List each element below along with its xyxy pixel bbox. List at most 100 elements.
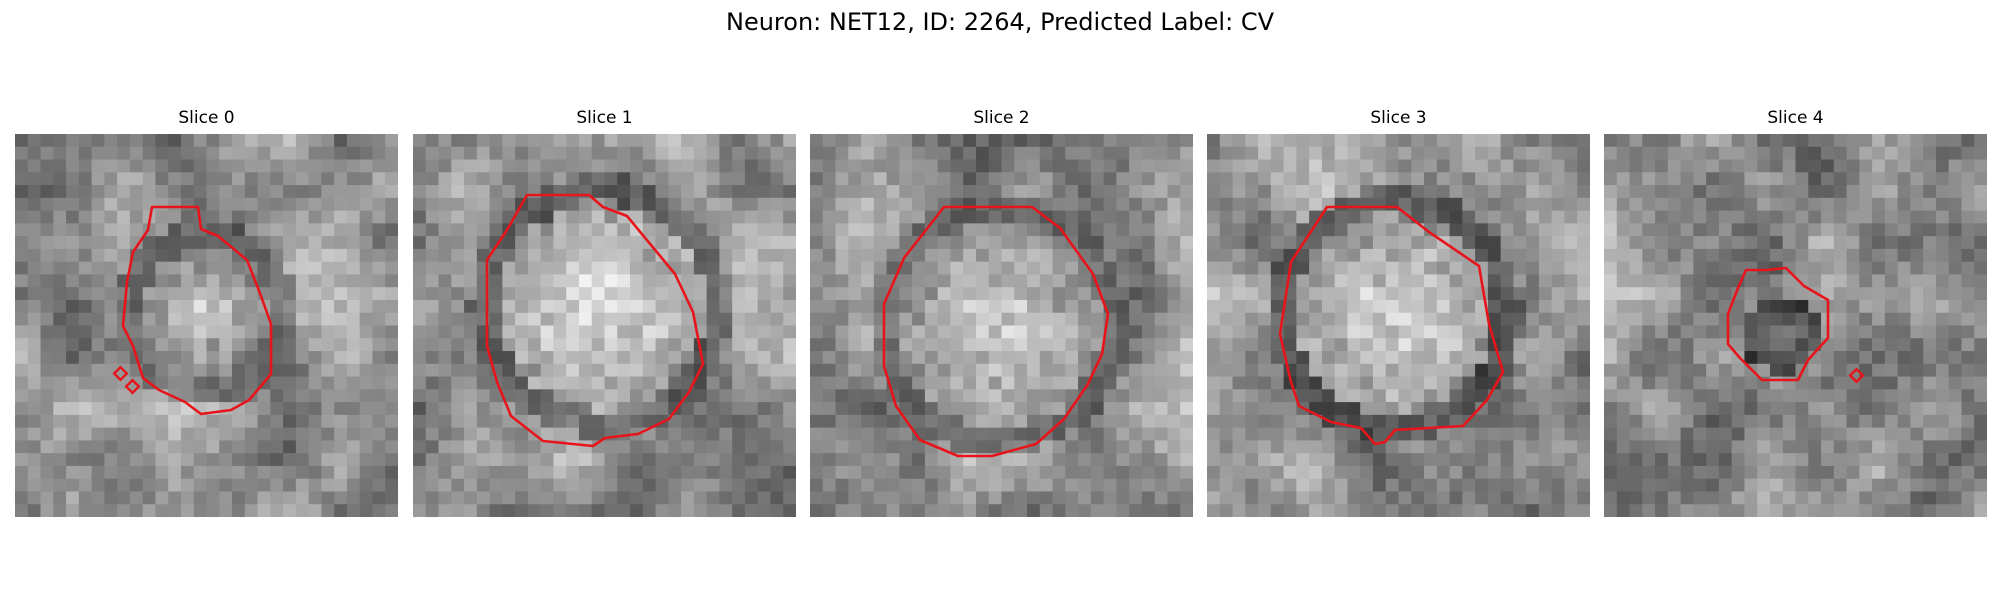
pixel-cell [1424,236,1438,250]
pixel-cell [1782,210,1797,224]
pixel-cell [1039,223,1054,237]
pixel-cell [1167,287,1181,301]
pixel-cell [372,185,386,199]
pixel-cell [937,491,952,505]
pixel-cell [617,351,631,365]
pixel-cell [464,389,478,403]
pixel-cell [1321,248,1336,263]
pixel-cell [476,402,491,416]
pixel-cell [1154,312,1169,327]
pixel-cell [308,351,322,365]
pixel-cell [604,287,618,301]
pixel-cell [527,338,542,352]
pixel-cell [1833,197,1848,212]
pixel-cell [438,274,452,288]
pixel-cell [1935,134,1950,148]
pixel-cell [1232,440,1246,454]
pixel-cell [566,172,580,186]
pixel-cell [1757,185,1771,199]
pixel-cell [1475,414,1489,429]
pixel-cell [975,210,990,224]
pixel-cell [706,389,720,403]
pixel-cell [283,210,297,224]
pixel-cell [1782,299,1797,314]
pixel-cell [1577,504,1590,517]
pixel-cell [1487,197,1502,212]
pixel-cell [1039,491,1054,505]
pixel-cell [783,172,796,186]
pixel-cell [1808,159,1822,173]
pixel-cell [193,248,208,263]
pixel-cell [372,274,386,288]
pixel-cell [1616,287,1631,301]
pixel-cell [502,351,516,365]
pixel-cell [950,389,964,403]
pixel-cell [1706,478,1720,493]
pixel-cell [1833,146,1848,161]
pixel-cell [372,414,386,429]
pixel-cell [193,185,208,199]
pixel-cell [1027,325,1041,339]
pixel-cell [1398,325,1412,339]
pixel-cell [655,185,669,199]
pixel-cell [1884,440,1899,454]
pixel-cell [706,299,720,314]
pixel-cell [78,465,93,480]
pixel-cell [372,478,386,493]
pixel-cell [1859,465,1873,480]
pixel-cell [91,491,105,505]
pixel-cell [1782,248,1797,263]
pixel-cell [1616,248,1631,263]
pixel-cell [15,453,29,467]
pixel-cell [1513,427,1527,441]
pixel-cell [835,185,849,199]
pixel-cell [1655,223,1669,237]
pixel-cell [1103,414,1117,429]
pixel-cell [1680,325,1694,339]
pixel-cell [1180,440,1193,454]
pixel-cell [1065,504,1079,517]
pixel-cell [1744,185,1758,199]
pixel-cell [1090,299,1105,314]
pixel-cell [1270,414,1285,429]
pixel-cell [1897,504,1911,517]
pixel-cell [1141,197,1156,212]
pixel-cell [413,299,427,314]
pixel-cell [346,185,361,199]
pixel-cell [464,236,478,250]
pixel-cell [1449,210,1463,224]
pixel-cell [1872,210,1886,224]
pixel-cell [1296,351,1310,365]
pixel-cell [1219,287,1234,301]
pixel-cell [1706,261,1720,276]
pixel-cell [1604,287,1618,301]
pixel-cell [53,491,67,505]
pixel-cell [1872,338,1886,352]
pixel-cell [630,210,644,224]
pixel-cell [425,453,440,467]
pixel-cell [668,325,682,339]
pixel-cell [308,146,322,161]
pixel-cell [1564,146,1578,161]
pixel-cell [770,236,784,250]
pixel-cell [1180,376,1193,390]
pixel-cell [1258,453,1272,467]
pixel-cell [489,465,503,480]
pixel-cell [1859,185,1873,199]
pixel-cell [1616,299,1631,314]
pixel-cell [642,299,657,314]
pixel-cell [924,325,939,339]
pixel-cell [1027,491,1041,505]
pixel-cell [257,453,271,467]
pixel-cell [1475,338,1489,352]
pixel-cell [502,491,516,505]
pixel-cell [1462,299,1476,314]
pixel-cell [1411,414,1425,429]
pixel-cell [937,465,952,480]
pixel-cell [206,248,220,263]
pixel-cell [1065,287,1079,301]
pixel-cell [963,414,977,429]
pixel-cell [66,159,80,173]
pixel-cell [655,453,669,467]
pixel-cell [1769,146,1784,161]
